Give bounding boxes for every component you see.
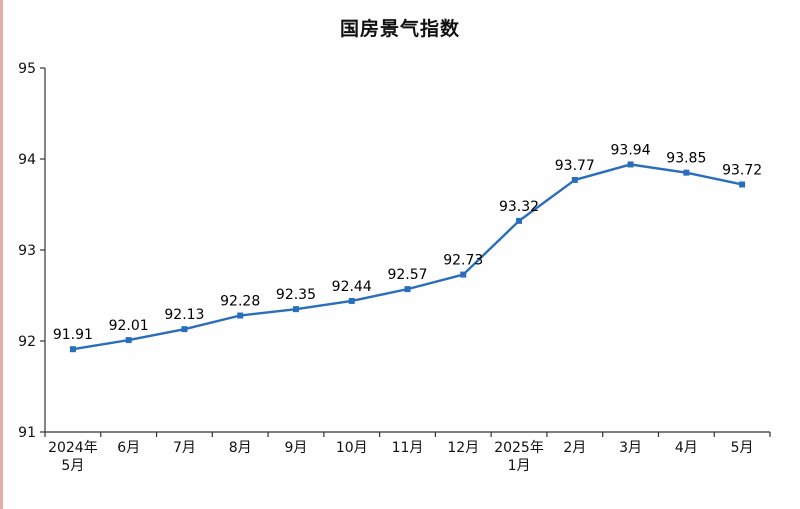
data-label: 93.32 [499, 199, 539, 215]
y-tick-label: 91 [18, 425, 36, 441]
x-tick-label: 6月 [117, 440, 140, 456]
data-point [627, 161, 634, 168]
x-tick-label: 5月 [731, 440, 754, 456]
data-label: 93.85 [666, 151, 706, 167]
data-point [571, 176, 578, 183]
x-tick-label: 2月 [563, 440, 586, 456]
x-tick-label: 9月 [285, 440, 308, 456]
data-point [181, 326, 188, 333]
data-point [683, 169, 690, 176]
x-tick-label: 10月 [336, 440, 368, 456]
x-tick-label: 3月 [619, 440, 642, 456]
y-tick-label: 93 [18, 243, 36, 259]
data-label: 92.44 [332, 279, 372, 295]
data-label: 93.77 [555, 158, 595, 174]
data-label: 91.91 [53, 327, 93, 343]
data-point [348, 297, 355, 304]
page-edge-decoration [0, 0, 3, 509]
data-label: 92.73 [443, 253, 483, 269]
data-point [460, 271, 467, 278]
data-label: 92.13 [164, 307, 204, 323]
data-point [404, 286, 411, 293]
x-tick-label: 8月 [229, 440, 252, 456]
data-label: 92.28 [220, 294, 260, 310]
data-point [516, 217, 523, 224]
data-point [739, 181, 746, 188]
data-label: 92.01 [109, 318, 149, 334]
data-label: 93.94 [611, 142, 651, 158]
chart-title: 国房景气指数 [339, 18, 460, 40]
data-label: 92.57 [387, 267, 427, 283]
data-label: 93.72 [722, 162, 762, 178]
x-tick-label: 2024年 [48, 440, 98, 456]
data-point [69, 346, 76, 353]
x-tick-label: 11月 [392, 440, 424, 456]
data-point [292, 306, 299, 313]
x-tick-label: 2025年 [494, 440, 544, 456]
y-tick-label: 94 [18, 152, 36, 168]
data-label: 92.35 [276, 287, 316, 303]
y-tick-label: 92 [18, 334, 36, 350]
x-tick-label: 12月 [447, 440, 479, 456]
y-tick-label: 95 [18, 61, 36, 77]
x-tick-label: 1月 [508, 458, 531, 474]
x-tick-label: 5月 [61, 458, 84, 474]
x-tick-label: 7月 [173, 440, 196, 456]
x-tick-label: 4月 [675, 440, 698, 456]
data-point [237, 312, 244, 319]
line-chart: 91 92 93 94 95 2024年 5月 6月 7月 8月 9月 10月 11月 12月 2025年 1… [18, 61, 771, 474]
data-point [125, 337, 132, 344]
